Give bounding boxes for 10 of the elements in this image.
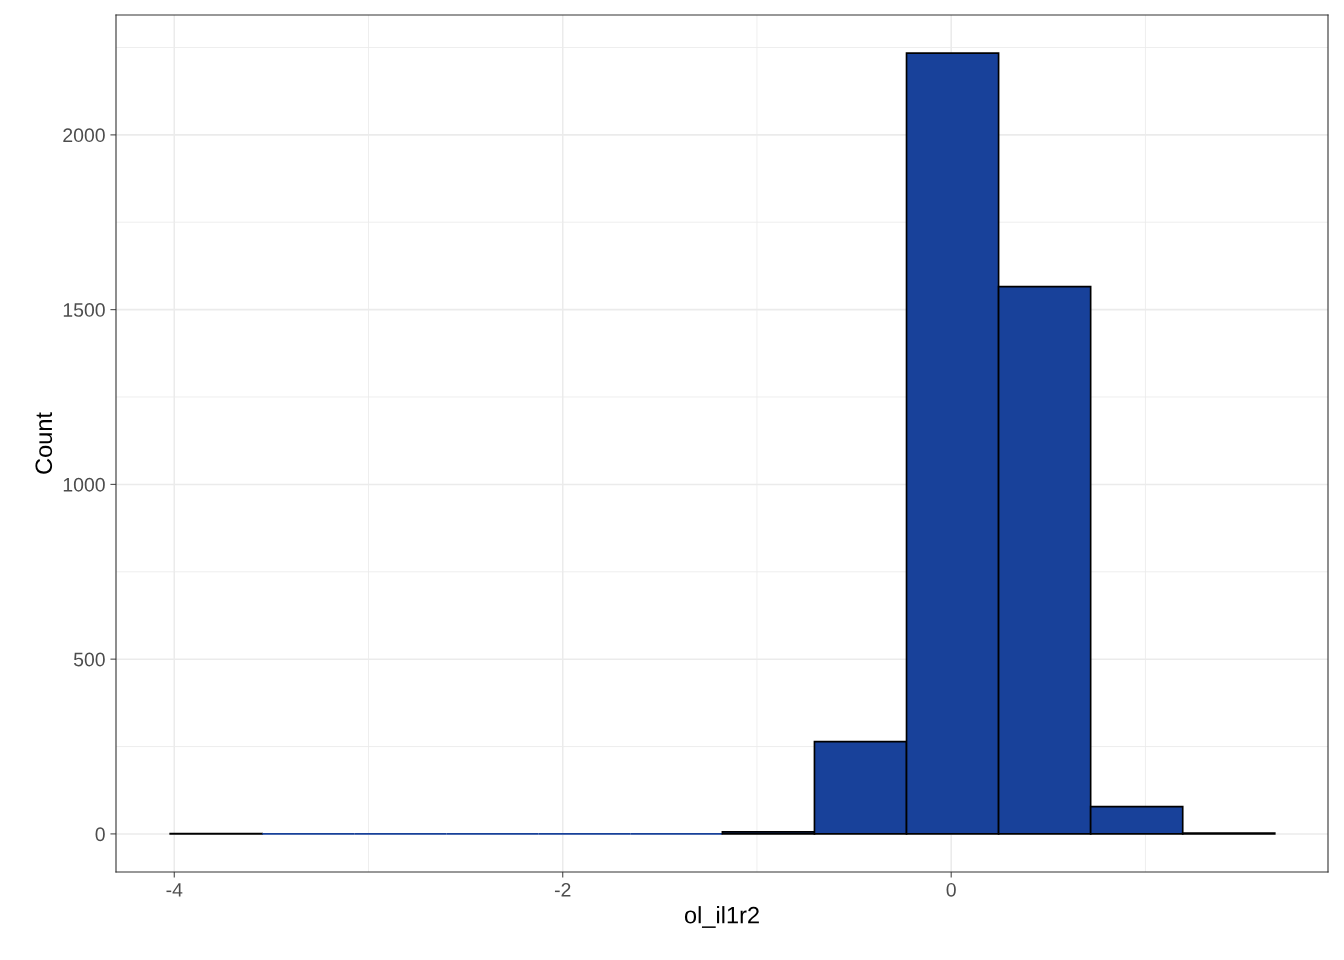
y-axis-title: Count xyxy=(35,412,53,474)
x-tick-label: -4 xyxy=(166,883,183,897)
y-tick-label: 1000 xyxy=(63,477,105,492)
y-tick-label: 1500 xyxy=(63,303,105,317)
x-tick-label: -2 xyxy=(554,882,571,897)
y-tick-label: 2000 xyxy=(63,128,105,143)
x-axis-title: ol_il1r2 xyxy=(684,906,759,928)
x-tick-label: 0 xyxy=(946,882,956,897)
y-tick-label: 0 xyxy=(95,827,105,842)
y-tick-label: 500 xyxy=(73,652,105,667)
